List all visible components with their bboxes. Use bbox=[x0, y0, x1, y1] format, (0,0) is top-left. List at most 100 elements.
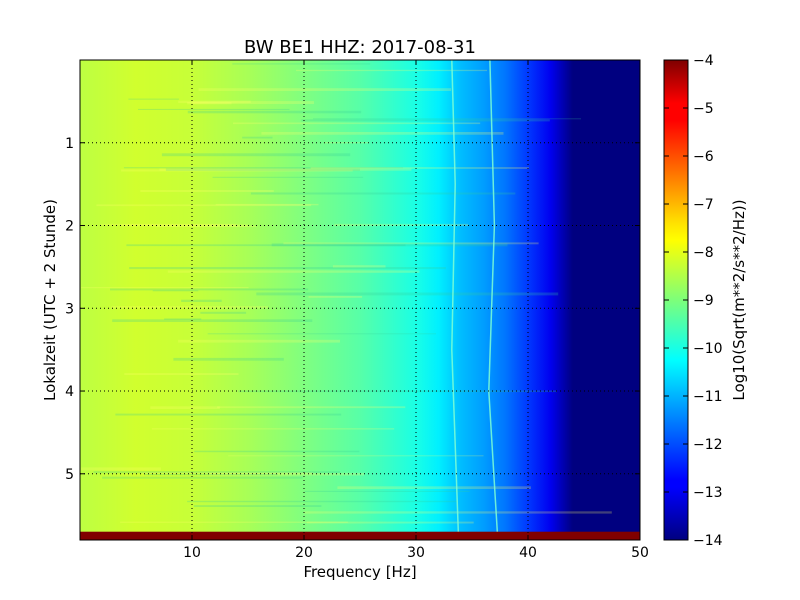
striation bbox=[228, 455, 484, 457]
striation bbox=[93, 471, 341, 474]
y-axis-label: Lokalzeit (UTC + 2 Stunde) bbox=[41, 199, 59, 401]
striation bbox=[181, 299, 222, 302]
striation bbox=[212, 176, 364, 178]
striation bbox=[152, 290, 199, 292]
y-tick-label: 2 bbox=[65, 219, 74, 235]
x-tick-label: 50 bbox=[631, 545, 649, 561]
colorbar-tick-label: −7 bbox=[693, 197, 714, 213]
spectrogram-image bbox=[80, 60, 640, 540]
striation bbox=[250, 192, 516, 195]
striation bbox=[164, 318, 202, 320]
striation bbox=[111, 306, 268, 309]
time-striations bbox=[80, 63, 612, 524]
striation bbox=[150, 406, 220, 409]
striation bbox=[129, 267, 446, 270]
y-tick-label: 1 bbox=[65, 136, 74, 152]
colorbar-tick-label: −13 bbox=[693, 485, 723, 501]
colorbar-tick-label: −11 bbox=[693, 389, 723, 405]
colorbar-tick-label: −8 bbox=[693, 245, 714, 261]
striation bbox=[138, 108, 290, 110]
y-tick-label: 4 bbox=[65, 384, 74, 400]
colorbar-label: Log10(Sqrt(m**2/s**2/Hz)) bbox=[730, 199, 748, 400]
striation bbox=[110, 288, 309, 291]
striation bbox=[144, 474, 278, 476]
striation bbox=[81, 287, 249, 289]
striation bbox=[159, 168, 412, 171]
striation bbox=[157, 225, 257, 227]
striation bbox=[96, 204, 312, 207]
striation bbox=[198, 88, 452, 91]
y-axis-ticks: 1 2 3 4 5 bbox=[65, 136, 640, 483]
striation bbox=[161, 153, 351, 157]
x-axis-ticks: 10 20 30 40 50 bbox=[183, 60, 649, 561]
striation bbox=[310, 167, 529, 169]
striation bbox=[178, 100, 251, 104]
striation bbox=[337, 486, 531, 489]
striation bbox=[304, 490, 470, 492]
striation bbox=[306, 521, 474, 524]
colorbar-tick-label: −9 bbox=[693, 293, 714, 309]
x-axis-label: Frequency [Hz] bbox=[303, 563, 416, 581]
y-tick-label: 3 bbox=[65, 301, 74, 317]
striation bbox=[283, 242, 539, 245]
bottom-band bbox=[80, 531, 640, 540]
striation bbox=[124, 373, 239, 375]
striation bbox=[128, 98, 179, 100]
striation bbox=[151, 428, 395, 430]
striation bbox=[165, 168, 360, 171]
striation bbox=[141, 472, 313, 474]
chart-title: BW BE1 HHZ: 2017-08-31 bbox=[244, 37, 476, 58]
colorbar-tick-label: −6 bbox=[693, 149, 714, 165]
striation bbox=[140, 190, 274, 192]
striation bbox=[217, 406, 406, 409]
plot-area: 10 20 30 40 50 1 2 3 4 5 bbox=[65, 59, 649, 561]
striation bbox=[232, 63, 371, 65]
striation bbox=[296, 69, 488, 72]
x-tick-label: 10 bbox=[183, 545, 201, 561]
colorbar: −4 −5 −6 −7 −8 −9 −10 −11 −12 −13 −14 Log10(Sqrt(m… bbox=[663, 53, 748, 549]
striation bbox=[313, 118, 581, 120]
striation bbox=[115, 413, 342, 416]
colorbar-tick-label: −5 bbox=[693, 101, 714, 117]
striation bbox=[193, 505, 322, 507]
striation bbox=[207, 333, 436, 335]
striation bbox=[173, 357, 284, 361]
x-tick-label: 20 bbox=[295, 545, 313, 561]
striation bbox=[301, 119, 550, 122]
striation bbox=[192, 101, 314, 104]
striation bbox=[261, 132, 504, 135]
spectral-line bbox=[451, 59, 460, 541]
striation bbox=[215, 203, 319, 206]
striation bbox=[120, 521, 348, 523]
striation bbox=[200, 311, 247, 314]
colorbar-tick-label: −12 bbox=[693, 437, 723, 453]
colorbar-tick-label: −10 bbox=[693, 341, 723, 357]
striation bbox=[187, 102, 232, 105]
striation bbox=[209, 472, 365, 476]
striation bbox=[233, 122, 481, 125]
striation bbox=[187, 500, 458, 503]
x-tick-label: 40 bbox=[519, 545, 537, 561]
striation bbox=[308, 296, 363, 298]
striation bbox=[123, 167, 404, 169]
striation bbox=[102, 476, 303, 479]
striation bbox=[167, 270, 420, 273]
striation bbox=[271, 243, 508, 247]
x-tick-label: 30 bbox=[407, 545, 425, 561]
plot-frame bbox=[79, 59, 641, 541]
grid-lines bbox=[80, 60, 640, 540]
striation bbox=[332, 265, 386, 268]
striation bbox=[256, 292, 559, 296]
striation bbox=[238, 390, 557, 393]
y-tick-label: 5 bbox=[65, 467, 74, 483]
striation bbox=[187, 110, 362, 114]
colorbar-tick-label: −14 bbox=[693, 533, 723, 549]
striation bbox=[100, 223, 236, 226]
striation bbox=[242, 136, 273, 139]
striation bbox=[178, 339, 340, 343]
striation bbox=[112, 319, 313, 322]
striation bbox=[194, 450, 360, 453]
striation bbox=[126, 244, 406, 247]
striation bbox=[334, 223, 469, 227]
